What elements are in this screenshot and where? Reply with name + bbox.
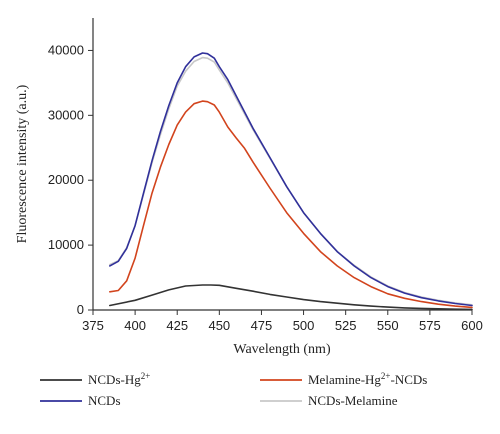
x-tick-label: 600 (461, 318, 483, 333)
x-tick-label: 450 (208, 318, 230, 333)
data-series-group (109, 52, 473, 311)
y-tick-label: 30000 (48, 107, 84, 122)
legend-label-tail: -NCDs (391, 372, 428, 387)
x-tick-label: 575 (419, 318, 441, 333)
series-line-2 (109, 52, 473, 307)
x-axis-ticks: 375 400 425 450 475 500 525 550 575 600 (82, 310, 483, 333)
legend-label: Melamine-Hg2+-NCDs (308, 371, 427, 387)
legend-label-main: NCDs-Melamine (308, 393, 398, 408)
legend-label-main: NCDs (88, 393, 121, 408)
series-line-3 (109, 56, 473, 306)
legend-label: NCDs (88, 393, 121, 408)
y-axis-title: Fluorescence intensity (a.u.) (15, 84, 30, 243)
x-tick-label: 500 (293, 318, 315, 333)
x-tick-label: 475 (251, 318, 273, 333)
x-tick-label: 425 (166, 318, 188, 333)
legend-label: NCDs-Melamine (308, 393, 398, 408)
y-axis-ticks: 0 10000 20000 30000 40000 (48, 42, 93, 317)
series-line-1 (109, 100, 473, 309)
y-tick-label: 20000 (48, 172, 84, 187)
x-tick-label: 525 (335, 318, 357, 333)
y-tick-label: 10000 (48, 237, 84, 252)
series-line-0 (109, 284, 473, 311)
legend-label-main: NCDs-Hg (88, 372, 141, 387)
legend-label-superscript: 2+ (141, 371, 151, 381)
x-tick-label: 550 (377, 318, 399, 333)
x-tick-label: 375 (82, 318, 104, 333)
legend-label-main: Melamine-Hg (308, 372, 381, 387)
y-tick-label: 0 (77, 302, 84, 317)
y-tick-label: 40000 (48, 42, 84, 57)
x-axis-title: Wavelength (nm) (233, 342, 331, 357)
legend-label: NCDs-Hg2+ (88, 371, 150, 387)
x-tick-label: 400 (124, 318, 146, 333)
legend-label-superscript: 2+ (381, 371, 391, 381)
